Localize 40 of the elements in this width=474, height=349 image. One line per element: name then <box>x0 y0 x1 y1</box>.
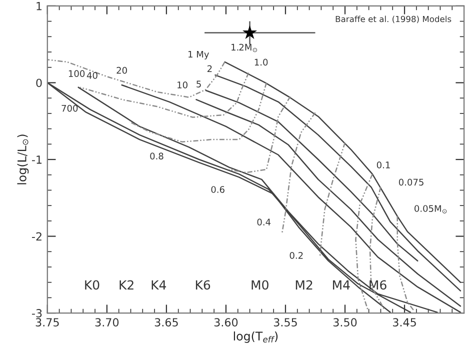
y-tick-label: -2 <box>32 232 42 240</box>
annotation: 1.0 <box>254 58 268 66</box>
x-tick-label: 3.65 <box>154 318 178 327</box>
annotation: 40 <box>86 72 98 79</box>
annotation: 0.6 <box>211 186 224 193</box>
annotation: 0.075 <box>398 178 424 186</box>
y-axis-title: log(L/L$_{⊙}$) <box>17 134 29 184</box>
y-tick-label: -3 <box>32 309 42 318</box>
annotation: M4 <box>332 280 350 290</box>
annotation: 2 <box>207 65 212 72</box>
x-tick-label: 3.60 <box>214 318 238 327</box>
x-tick-label: 3.45 <box>393 318 416 327</box>
x-tick-label: 3.75 <box>36 318 59 327</box>
annotation: 0.8 <box>150 152 164 160</box>
annotation: K2 <box>120 280 134 290</box>
annotation: K6 <box>196 280 210 290</box>
y-tick-label: 0 <box>36 78 42 88</box>
x-tick-label: 3.70 <box>95 318 119 327</box>
annotation: 0.1 <box>376 162 390 168</box>
y-tick-label: -1 <box>32 156 42 164</box>
x-tick-label: 3.50 <box>333 318 357 327</box>
x-axis-title: log(T$_{eff}$) <box>234 331 278 343</box>
annotation: K4 <box>152 280 166 290</box>
annotation: M6 <box>370 280 386 290</box>
annotation: 10 <box>178 82 188 88</box>
annotation: 5 <box>196 80 201 88</box>
annotation: 0.05M$_{⊙}$ <box>414 205 447 214</box>
annotation: M0 <box>252 280 268 290</box>
annotation: 1.2M$_{⊙}$ <box>232 44 257 52</box>
annotation: Baraffe et al. (1998) Models <box>336 16 452 24</box>
annotation: 0.4 <box>257 218 271 226</box>
annotation: M2 <box>296 280 312 290</box>
annotation: 1 My <box>188 50 209 60</box>
annotation: 700 <box>62 104 78 112</box>
y-tick-label: 1 <box>36 2 42 10</box>
annotation: 20 <box>116 66 127 74</box>
x-tick-label: 3.55 <box>274 318 297 327</box>
annotation: K0 <box>85 280 100 290</box>
annotation: 0.2 <box>290 252 303 259</box>
annotation: 100 <box>68 70 85 77</box>
